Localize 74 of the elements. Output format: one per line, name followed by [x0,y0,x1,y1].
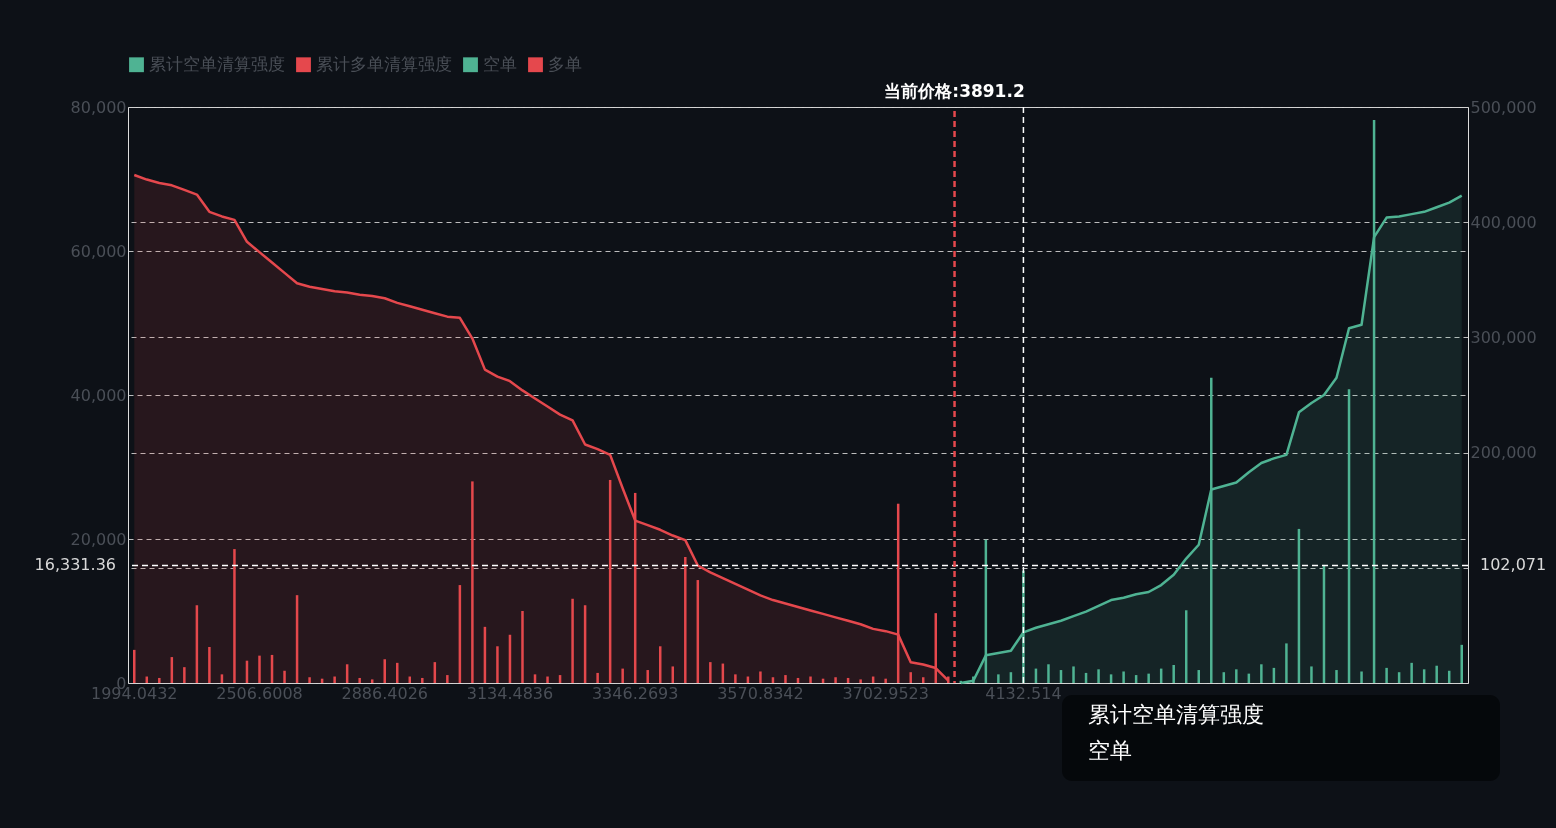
legend-label: 累计多单清算强度 [316,53,452,74]
bar [396,662,399,683]
bar [684,557,687,683]
bar [709,662,712,683]
y2-tick-label: 400,000 [1470,212,1537,232]
bar [1047,664,1050,683]
bar [358,677,361,683]
bar [884,678,887,683]
bar [1460,644,1463,683]
bar [571,598,574,683]
bar [596,672,599,683]
bar [258,655,261,683]
bar [1285,643,1288,683]
text: 102,071 [1480,555,1547,575]
bar [158,677,161,683]
bar [1172,665,1175,683]
bar [496,646,499,683]
x-tick-label: 3702.9523 [842,683,929,703]
y2-tick-label: 200,000 [1470,443,1537,463]
y2-tick-label: 500,000 [1470,97,1537,117]
x-tick-label: 2886.4026 [341,683,428,703]
y-tick-label: 60,000 [70,241,127,261]
bar [208,647,211,683]
bar [759,671,762,683]
bar [1235,669,1238,683]
x-tick-label: 3570.8342 [717,683,804,703]
bar [809,676,812,683]
bar [784,675,787,683]
bar [1072,666,1075,683]
y-tick-label: 20,000 [70,529,127,549]
legend-label: 累计空单清算强度 [149,53,285,74]
bar [283,670,286,683]
bar [1147,673,1150,683]
legend-label: 空单 [483,53,517,74]
bar [859,679,862,683]
bar [233,549,236,683]
bar [834,677,837,683]
bar [909,672,912,683]
bar [183,667,186,683]
y2-tick-label: 300,000 [1470,327,1537,347]
x-tick-label: 3134.4836 [466,683,554,703]
x-tick-label: 3346.2693 [591,683,679,703]
bar [997,674,1000,683]
legend-label: 多单 [548,53,582,74]
x-tick-label: 2506.6008 [216,683,303,703]
bar [446,675,449,683]
bar [1122,671,1125,683]
bar [421,677,424,683]
bar [734,674,737,683]
ref-line-label: 16,331.36 [34,555,116,575]
bar [1360,671,1363,683]
bar [1435,665,1438,683]
bar [133,649,136,683]
bar [1310,666,1313,683]
bar [1335,670,1338,683]
bar [646,670,649,683]
y-tick-label: 40,000 [70,385,127,405]
bar [333,676,336,683]
x-tick-label: 4132.514 [985,683,1062,703]
bar [621,668,624,683]
bar [1260,664,1263,683]
bar [1097,669,1100,683]
bar [1410,662,1413,683]
bar [546,676,549,683]
text: 累计空单清算强度 [1088,702,1264,727]
y-tick-label: 80,000 [70,97,127,117]
bar [1197,670,1200,683]
bar [471,481,474,683]
bar [521,611,524,683]
text: 空单 [1088,738,1132,763]
bar [1385,667,1388,683]
bar [383,659,386,683]
text: 当前价格:3891.2 [884,81,1025,101]
bar [308,677,311,683]
